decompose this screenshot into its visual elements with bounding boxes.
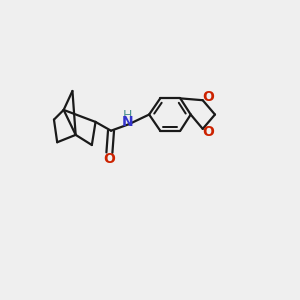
Text: O: O — [202, 90, 214, 104]
Text: N: N — [122, 115, 134, 129]
Text: O: O — [103, 152, 115, 166]
Text: O: O — [202, 124, 214, 139]
Text: H: H — [123, 109, 132, 122]
